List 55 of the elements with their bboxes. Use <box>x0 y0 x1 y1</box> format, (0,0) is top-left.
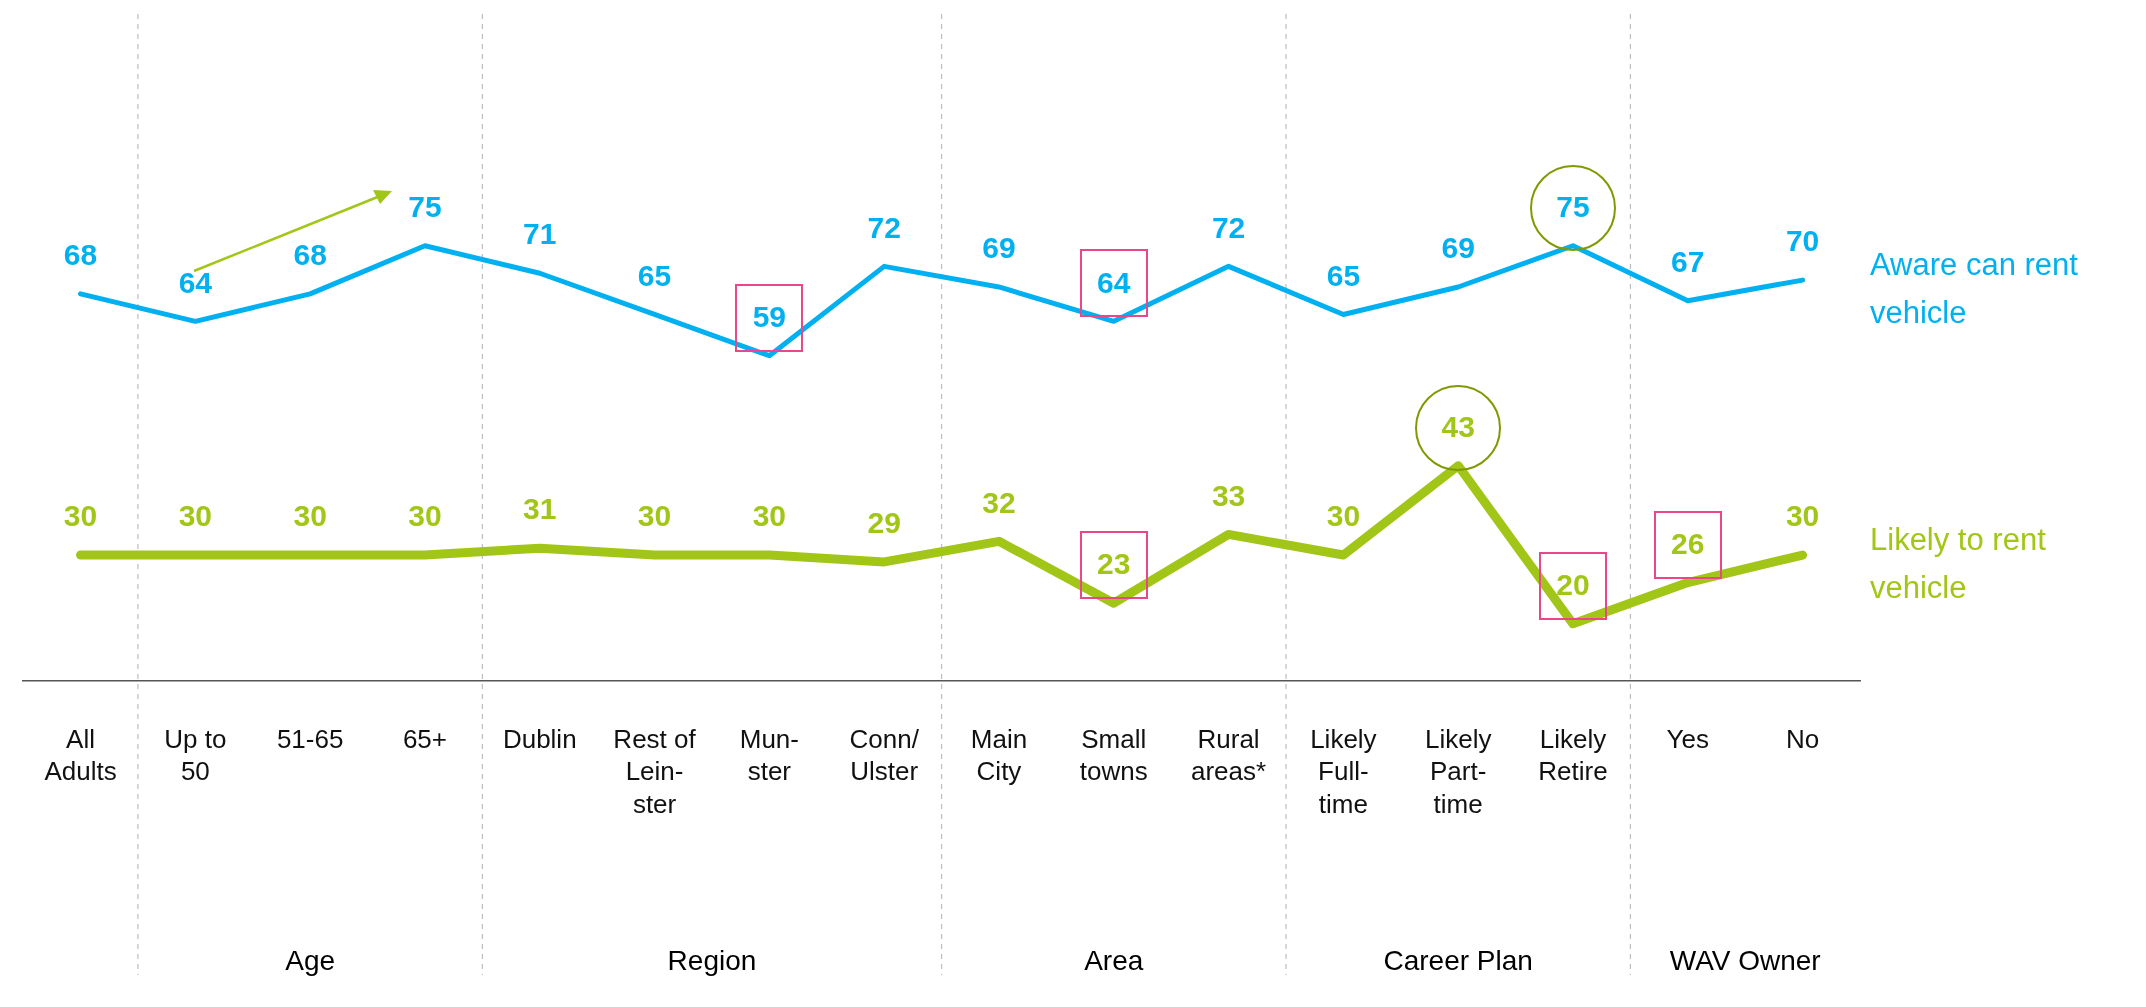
data-label: 20 <box>1556 568 1590 602</box>
data-label: 30 <box>637 499 672 533</box>
x-tick-label: Conn/ Ulster <box>849 723 920 787</box>
data-label: 30 <box>293 499 327 533</box>
data-label: 65 <box>637 258 672 292</box>
x-tick-label: Rural areas* <box>1191 723 1267 787</box>
data-label: 59 <box>752 299 787 333</box>
data-label: 69 <box>1441 231 1475 265</box>
data-label: 23 <box>1097 547 1131 581</box>
x-tick-label: 65+ <box>402 723 447 754</box>
x-tick-label: Likely Retire <box>1538 723 1608 787</box>
text: Aware can rent vehicle <box>1870 246 2079 330</box>
data-label: 30 <box>178 499 213 533</box>
data-label: 30 <box>408 499 442 533</box>
text: Likely to rent vehicle <box>1870 521 2047 605</box>
data-label: 65 <box>1326 258 1361 292</box>
data-label: 68 <box>63 238 98 272</box>
x-tick-label: Rest of Lein- ster <box>613 723 697 819</box>
data-label: 30 <box>1785 499 1820 533</box>
data-label: 30 <box>1326 499 1361 533</box>
text: Area <box>1084 944 1144 976</box>
x-tick-label: Mun- ster <box>739 723 799 787</box>
data-label: 31 <box>523 492 557 526</box>
data-label: 43 <box>1441 409 1475 443</box>
text: Region <box>667 944 757 976</box>
text: Career Plan <box>1383 944 1533 976</box>
x-tick-label: Yes <box>1666 723 1709 754</box>
x-tick-label: Likely Full- time <box>1310 723 1377 819</box>
data-label: 26 <box>1671 526 1705 560</box>
data-label: 68 <box>293 238 327 272</box>
data-label: 30 <box>752 499 787 533</box>
x-tick-label: Small towns <box>1079 723 1148 787</box>
x-tick-label: Dublin <box>502 723 577 754</box>
data-label: 32 <box>982 485 1016 519</box>
data-label: 72 <box>867 210 901 244</box>
data-label: 67 <box>1671 244 1705 278</box>
text: WAV Owner <box>1669 944 1821 976</box>
data-label: 70 <box>1785 224 1820 258</box>
data-label: 64 <box>178 265 213 299</box>
data-label: 33 <box>1211 478 1246 512</box>
x-tick-label: Main City <box>970 723 1028 787</box>
data-label: 71 <box>523 217 557 251</box>
data-label: 75 <box>1556 190 1590 223</box>
x-tick-label: 51-65 <box>276 723 344 754</box>
text: Age <box>285 944 336 976</box>
x-tick-label: Likely Part- time <box>1424 723 1492 819</box>
x-tick-label: No <box>1785 723 1820 754</box>
data-label: 72 <box>1211 210 1246 244</box>
data-label: 64 <box>1097 265 1131 299</box>
x-tick-label: All Adults <box>44 723 117 787</box>
data-label: 29 <box>867 506 901 540</box>
data-label: 69 <box>982 231 1016 265</box>
x-tick-label: Up to 50 <box>164 723 227 787</box>
data-label: 30 <box>63 499 98 533</box>
data-label: 75 <box>408 190 442 223</box>
